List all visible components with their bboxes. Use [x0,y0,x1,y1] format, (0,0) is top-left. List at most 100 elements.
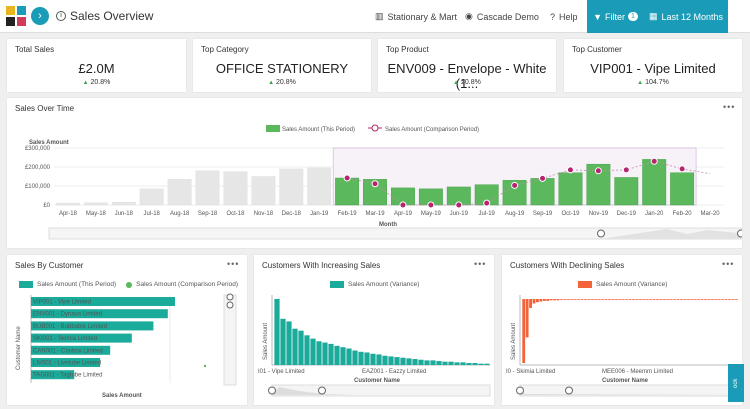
comparison-point[interactable] [371,180,379,188]
bar[interactable] [406,358,412,365]
bar[interactable] [724,299,728,300]
bar[interactable] [335,177,360,206]
bar[interactable] [717,299,721,300]
bar[interactable] [570,299,574,300]
bar[interactable] [731,299,735,300]
comparison-point[interactable] [594,167,602,175]
bar[interactable] [478,363,484,365]
bar[interactable] [587,299,591,300]
navigator-handle-left[interactable] [597,229,605,238]
bar[interactable] [280,318,286,365]
comparison-point[interactable] [455,201,463,209]
bar[interactable] [352,350,358,365]
bar[interactable] [316,341,322,365]
bar[interactable] [683,299,687,300]
bar[interactable] [686,299,690,300]
bar[interactable] [560,299,563,300]
comparison-point[interactable] [678,165,686,173]
date-range-button[interactable]: ▦ Last 12 Months [644,0,728,33]
bar[interactable] [563,299,567,300]
bar[interactable] [522,299,526,363]
bar[interactable] [628,299,632,300]
expand-sidebar-button[interactable]: › [31,7,49,25]
bar[interactable] [638,299,642,300]
bar[interactable] [394,357,400,365]
bar[interactable] [536,299,539,303]
bar[interactable] [597,299,601,300]
bar[interactable] [298,330,304,365]
navigator-handle-left[interactable] [268,386,276,395]
bar[interactable] [632,299,635,300]
bar[interactable] [728,299,731,300]
bar[interactable] [370,353,376,365]
dock-tab[interactable]: ock [728,364,744,402]
bar[interactable] [532,299,536,304]
bar[interactable] [274,299,280,365]
navigator-handle-left[interactable] [516,386,524,395]
bar[interactable] [334,345,340,365]
bar[interactable] [223,171,248,206]
bar[interactable] [279,168,304,206]
bar[interactable] [666,299,670,300]
bar[interactable] [580,299,584,300]
comparison-point[interactable] [650,157,658,165]
bar[interactable] [307,167,332,206]
bar[interactable] [139,188,164,206]
bar[interactable] [594,299,598,300]
bar[interactable] [697,299,700,300]
navigator-handle-bottom[interactable] [226,301,234,309]
bar[interactable] [363,179,387,206]
bar[interactable] [707,299,711,300]
comparison-point[interactable] [483,199,491,207]
bar[interactable] [590,299,594,300]
bar[interactable] [31,309,168,319]
bar[interactable] [553,299,556,301]
bar[interactable] [542,299,546,301]
navigator-handle-top[interactable] [226,293,234,301]
bar[interactable] [310,338,316,365]
bar[interactable] [721,299,724,300]
bar[interactable] [251,176,276,206]
bar[interactable] [530,178,555,206]
bar[interactable] [566,299,570,300]
bar[interactable] [618,299,622,300]
bar[interactable] [31,345,111,355]
bar[interactable] [195,170,220,206]
filter-button[interactable]: ▼ Filter 1 [587,0,644,33]
comparison-point[interactable] [566,166,574,174]
bar[interactable] [340,347,346,365]
bar[interactable] [714,299,718,300]
bar[interactable] [525,299,529,338]
comparison-point[interactable] [511,181,519,189]
bar[interactable] [584,299,587,300]
bar[interactable] [734,299,738,300]
navigator-handle-right[interactable] [318,386,326,395]
bar[interactable] [549,299,553,301]
bar[interactable] [642,159,667,206]
bar[interactable] [400,357,406,365]
bar[interactable] [614,177,639,206]
bar[interactable] [614,299,618,300]
bar[interactable] [424,360,430,365]
bar[interactable] [388,356,394,365]
comparison-point[interactable] [427,201,435,209]
more-options-icon[interactable]: ••• [227,259,240,269]
comparison-point[interactable] [343,174,351,182]
bar[interactable] [601,299,604,300]
bar[interactable] [669,299,673,300]
bar[interactable] [83,202,108,206]
bar[interactable] [454,362,460,365]
bar[interactable] [704,299,707,300]
more-options-icon[interactable]: ••• [723,102,736,112]
more-options-icon[interactable]: ••• [474,259,487,269]
bar[interactable] [376,354,382,365]
bar[interactable] [167,179,192,206]
bar[interactable] [635,299,639,300]
bar[interactable] [649,299,652,300]
bar[interactable] [304,335,310,365]
bar[interactable] [659,299,663,300]
bar[interactable] [418,359,424,365]
bar[interactable] [502,180,527,206]
bar[interactable] [529,299,532,308]
bar[interactable] [292,328,298,365]
